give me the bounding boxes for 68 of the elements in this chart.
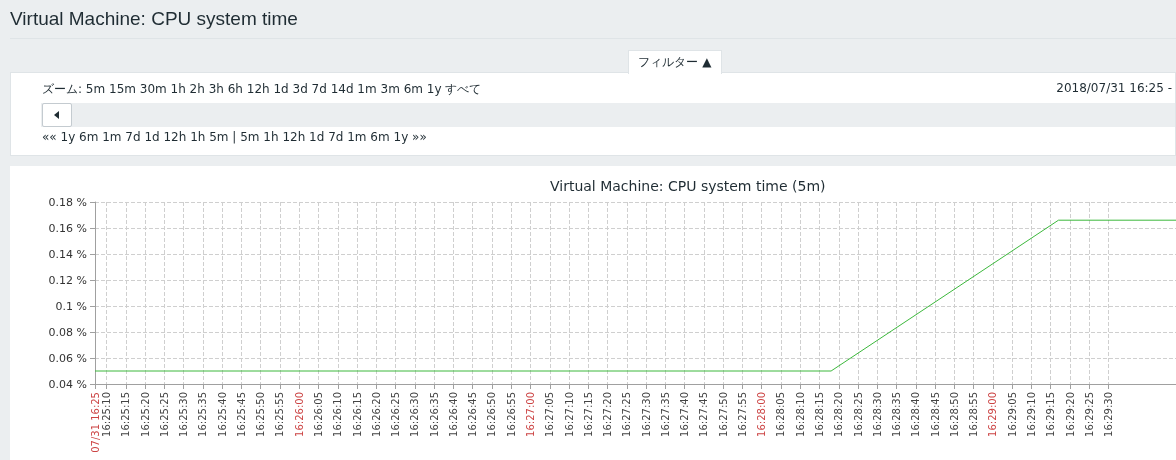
chart-subtitle: Virtual Machine: CPU system time (5m) [550,178,826,194]
x-tick-label: 16:26:10 [332,392,344,437]
x-tick-label: 16:28:30 [871,392,883,437]
x-tick-label: 16:25:20 [139,392,151,437]
x-tick-label: 16:25:50 [255,392,267,437]
text: ズーム: 5m 15m 30m 1h 2h 3h 6h 12h 1d 3d 7d 14d 1m 3m 6m 1y すべて [42,81,482,98]
x-tick-label: 16:28:15 [814,392,826,437]
x-tick-label: 16:26:20 [370,392,382,437]
x-tick-label: 16:28:45 [929,392,941,437]
x-tick-label: 16:26:30 [409,392,421,437]
x-tick-label: 07/31 16:25 [89,392,101,453]
x-tick-label: 16:26:40 [447,392,459,437]
x-tick-label: 16:26:45 [467,392,479,437]
x-tick-label: 16:27:55 [736,392,748,437]
x-tick-label: 16:28:25 [852,392,864,437]
x-tick-label: 16:28:20 [833,392,845,437]
x-tick-label: 16:26:00 [293,392,305,437]
text: 2018/07/31 16:25 - [1056,81,1172,95]
text: フィルター ▲ [628,50,722,74]
y-tick-label: 0.18 % [48,195,87,209]
y-tick-label: 0.1 % [55,299,87,313]
x-tick-label: 16:25:35 [197,392,209,437]
text: «« 1y 6m 1m 7d 1d 12h 1h 5m | 5m 1h 12h 1d 7d 1m 6m 1y »» [42,130,427,144]
y-tick-label: 0.08 % [48,325,87,339]
y-tick-label: 0.16 % [48,221,87,235]
x-tick-label: 16:26:05 [313,392,325,437]
x-tick-label: 16:29:00 [987,392,999,437]
x-tick-label: 16:29:25 [1083,392,1095,437]
x-tick-label: 16:25:25 [158,392,170,437]
x-tick-label: 16:26:35 [428,392,440,437]
x-tick-label: 16:29:20 [1064,392,1076,437]
x-tick-label: 16:28:05 [775,392,787,437]
y-tick-label: 0.04 % [48,377,87,391]
y-tick-label: 0.12 % [48,273,87,287]
x-tick-label: 16:25:55 [274,392,286,437]
x-tick-label: 16:27:05 [544,392,556,437]
x-tick-label: 16:25:45 [235,392,247,437]
x-tick-label: 16:27:00 [524,392,536,437]
x-tick-label: 16:25:10 [101,392,113,437]
x-tick-label: 16:27:20 [602,392,614,437]
x-tick-label: 16:28:00 [756,392,768,437]
x-tick-label: 16:25:40 [216,392,228,437]
x-tick-label: 16:27:30 [640,392,652,437]
x-tick-label: 16:25:30 [178,392,190,437]
x-tick-label: 16:29:10 [1025,392,1037,437]
x-tick-label: 16:29:15 [1045,392,1057,437]
x-tick-label: 16:26:50 [486,392,498,437]
x-tick-label: 16:26:15 [351,392,363,437]
x-tick-label: 16:29:30 [1103,392,1115,437]
x-tick-label: 16:25:15 [120,392,132,437]
x-tick-label: 16:27:15 [582,392,594,437]
x-tick-label: 16:26:55 [505,392,517,437]
x-tick-label: 16:27:50 [717,392,729,437]
x-tick-label: 16:28:10 [794,392,806,437]
x-tick-label: 16:27:45 [698,392,710,437]
x-tick-label: 16:28:35 [891,392,903,437]
x-tick-label: 16:27:35 [659,392,671,437]
x-tick-label: 16:28:50 [948,392,960,437]
chart-title: Virtual Machine: CPU system time [10,8,298,30]
x-tick-label: 16:28:55 [968,392,980,437]
x-tick-label: 16:27:10 [563,392,575,437]
x-tick-label: 16:27:25 [621,392,633,437]
x-tick-label: 16:28:40 [910,392,922,437]
y-tick-label: 0.14 % [48,247,87,261]
y-tick-label: 0.06 % [48,351,87,365]
x-tick-label: 16:29:05 [1006,392,1018,437]
x-tick-label: 16:27:40 [679,392,691,437]
x-tick-label: 16:26:25 [390,392,402,437]
